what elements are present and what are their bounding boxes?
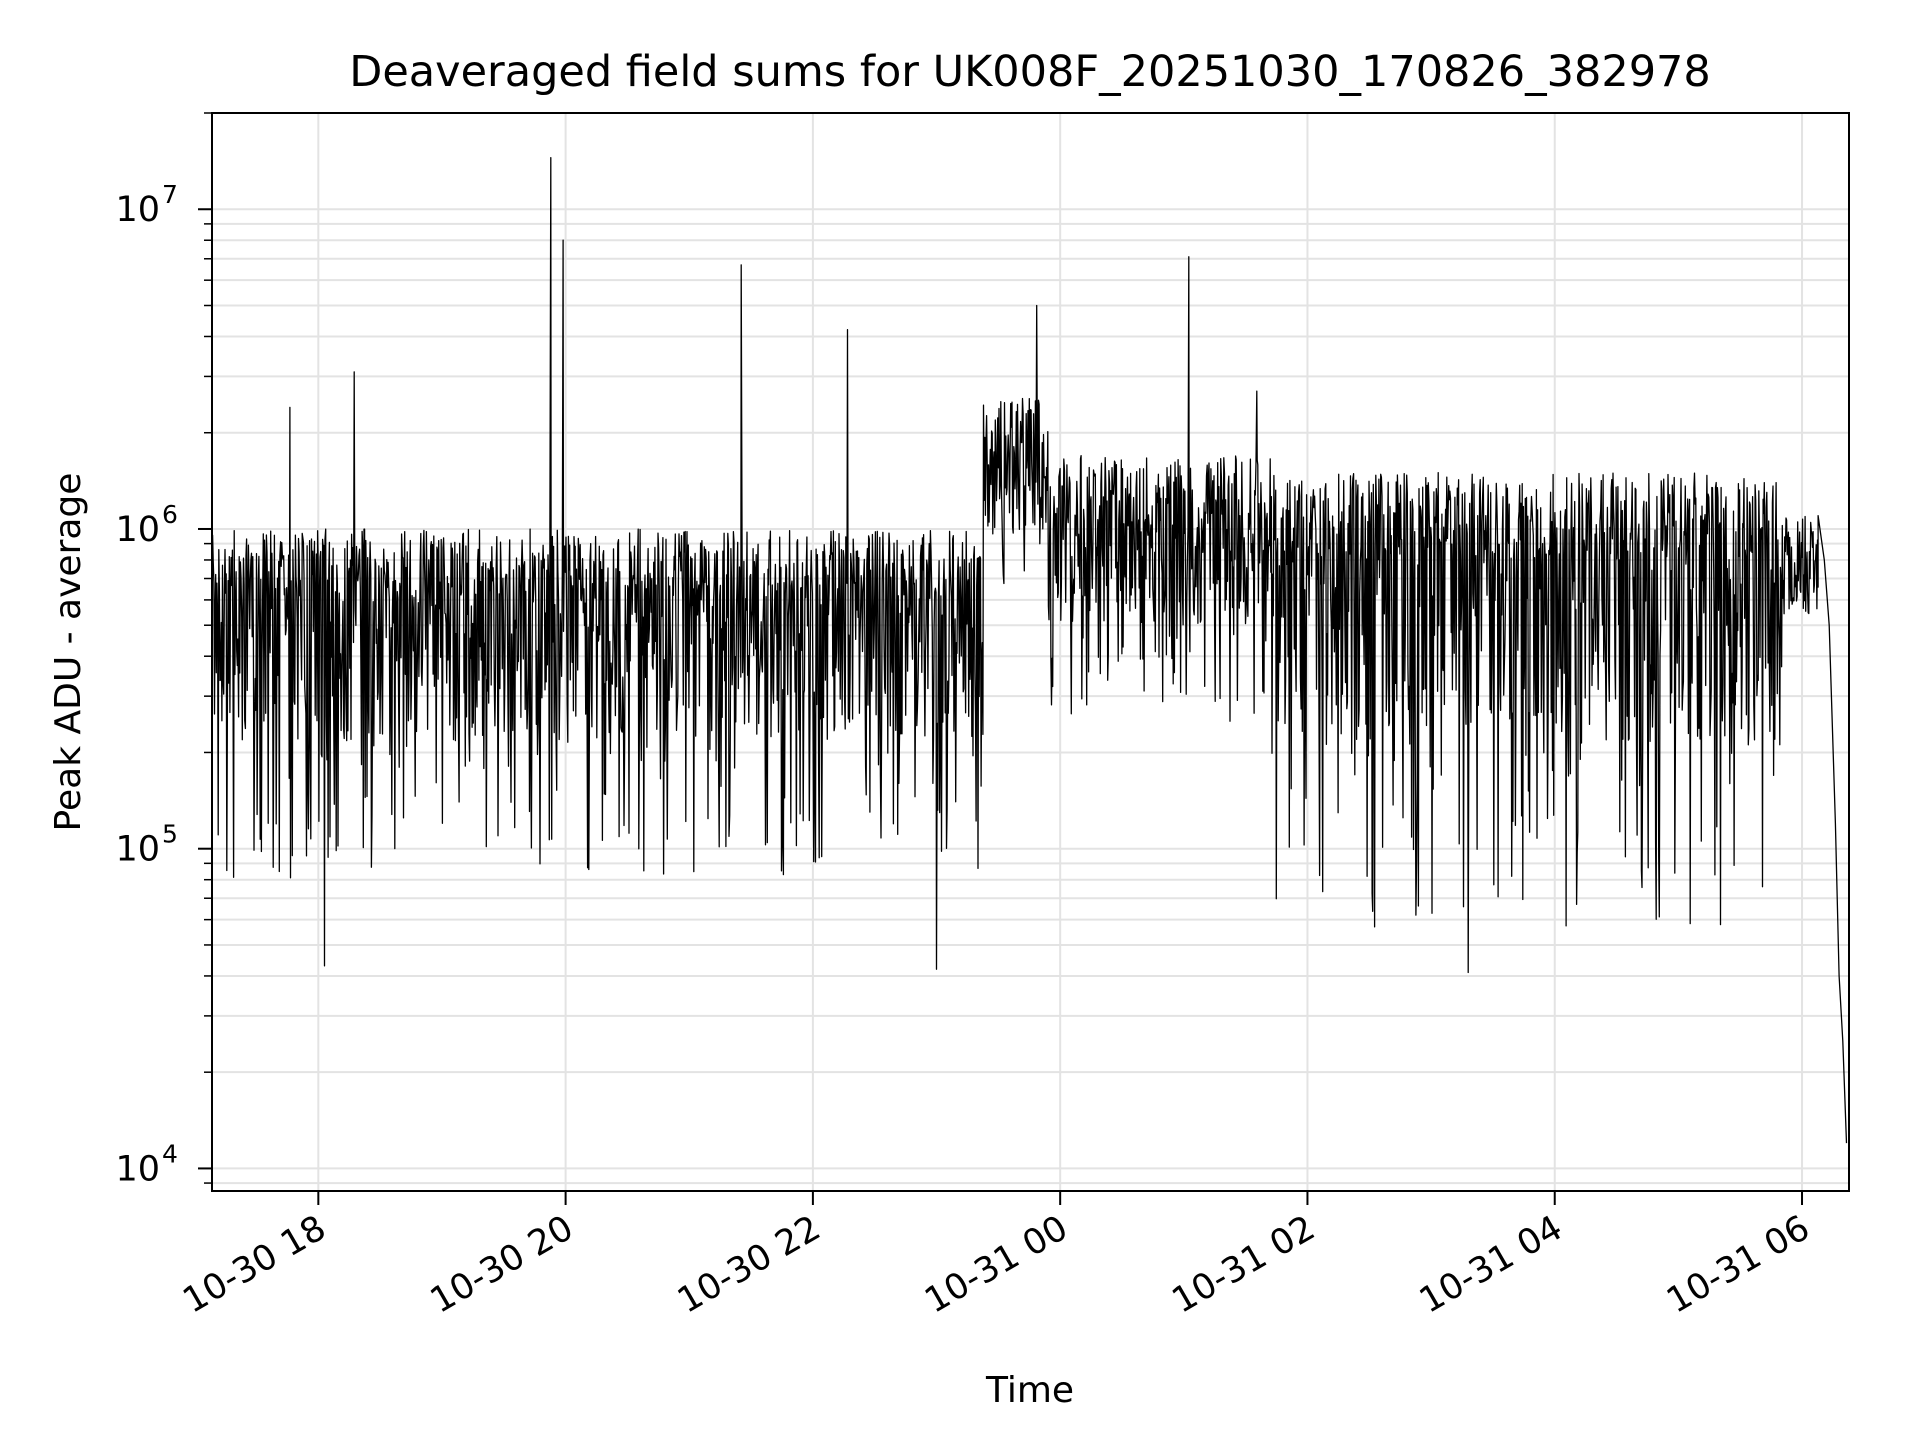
- y-axis-label: Peak ADU - average: [48, 473, 89, 832]
- y-tick-label: 10: [115, 830, 160, 870]
- y-tick-exponent: 7: [162, 180, 178, 209]
- y-tick-base: 10: [115, 1149, 160, 1189]
- x-axis-label: Time: [985, 1370, 1074, 1411]
- series-line: [211, 157, 1848, 1144]
- y-tick-exponent: 4: [162, 1139, 178, 1168]
- data-series-line: [211, 157, 1848, 1144]
- y-tick-base: 10: [115, 190, 160, 230]
- y-tick-base: 10: [115, 830, 160, 870]
- y-tick-exponent: 6: [162, 500, 178, 529]
- y-tick-base: 10: [115, 510, 160, 550]
- chart-title: Deaveraged field sums for UK008F_2025103…: [349, 47, 1711, 97]
- y-tick-label: 10: [115, 1149, 160, 1189]
- y-tick-exponent: 5: [162, 820, 178, 849]
- y-tick-label: 10: [115, 190, 160, 230]
- plot-frame: [211, 112, 1850, 1192]
- y-tick-label: 10: [115, 510, 160, 550]
